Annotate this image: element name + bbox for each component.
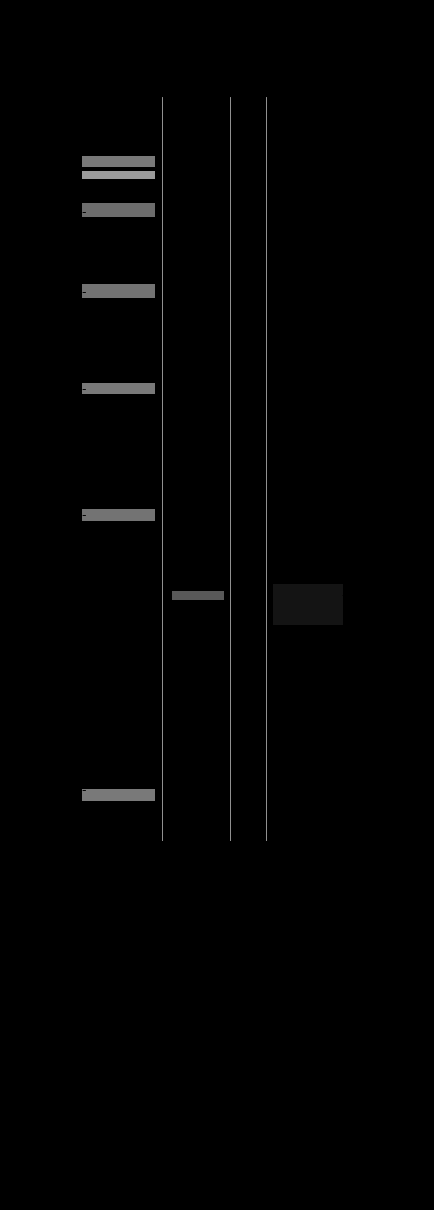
Text: -: - <box>81 509 85 523</box>
Text: 230: 230 <box>52 161 76 174</box>
Bar <box>273 584 342 624</box>
Text: 66: 66 <box>60 382 76 396</box>
Text: EIF6: EIF6 <box>349 589 375 601</box>
Text: 40: 40 <box>60 509 76 523</box>
Text: 116: 116 <box>53 286 76 299</box>
Bar <box>82 203 155 217</box>
Bar <box>82 172 155 179</box>
Text: -: - <box>81 784 85 797</box>
Bar <box>82 156 155 167</box>
Text: -: - <box>340 589 345 601</box>
Bar <box>82 382 155 394</box>
Text: 180: 180 <box>52 206 76 219</box>
Text: 12: 12 <box>60 784 76 797</box>
Bar <box>82 789 155 801</box>
Text: -: - <box>81 382 85 396</box>
Text: -: - <box>81 286 85 299</box>
Bar <box>82 283 155 299</box>
Bar <box>82 509 155 522</box>
Text: -: - <box>81 206 85 219</box>
Bar <box>172 590 224 600</box>
Text: -: - <box>81 161 85 174</box>
